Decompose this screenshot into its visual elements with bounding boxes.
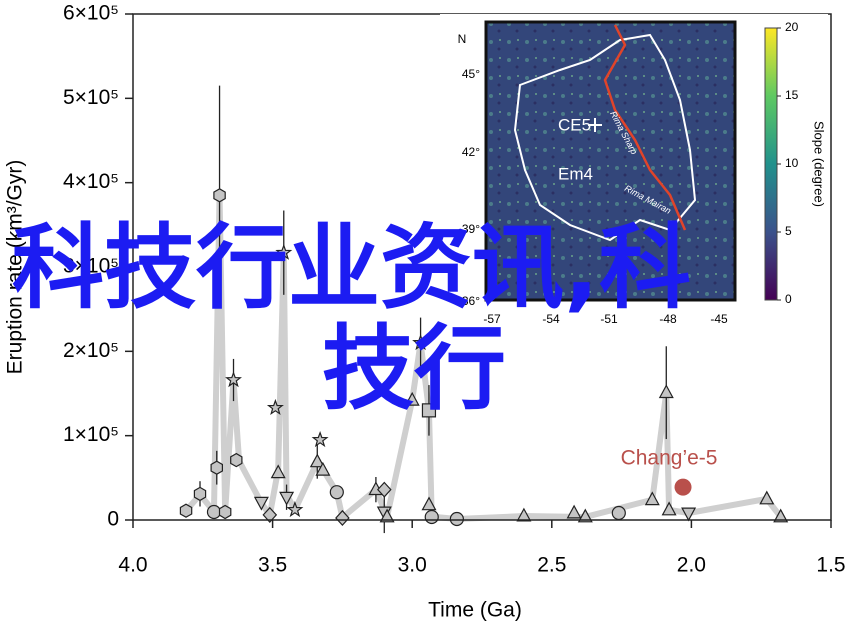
data-point bbox=[270, 464, 286, 479]
colorbar-tick-label: 0 bbox=[785, 292, 792, 306]
basin-outline bbox=[513, 33, 697, 242]
y-tick-label: 0 bbox=[107, 508, 119, 531]
north-label: N bbox=[458, 32, 467, 46]
lon-label: -51 bbox=[600, 312, 618, 326]
y-axis-label: Eruption rate (km³/Gyr) bbox=[4, 160, 27, 375]
site-cross bbox=[588, 118, 602, 132]
lat-label: 39° bbox=[462, 222, 480, 236]
data-point bbox=[681, 507, 697, 522]
data-point bbox=[379, 508, 395, 523]
lon-label: -48 bbox=[659, 312, 677, 326]
data-point bbox=[309, 453, 325, 468]
data-point bbox=[275, 243, 293, 260]
colorbar-tick-label: 20 bbox=[785, 20, 799, 34]
trend-line bbox=[183, 192, 784, 522]
data-point bbox=[644, 491, 660, 506]
colorbar-label: Slope (degree) bbox=[812, 121, 827, 207]
data-point bbox=[658, 384, 674, 399]
data-point bbox=[315, 461, 331, 476]
data-point bbox=[262, 506, 278, 523]
x-tick-label: 3.0 bbox=[398, 554, 427, 577]
data-point bbox=[286, 500, 304, 518]
colorbar-tick-label: 10 bbox=[785, 156, 799, 170]
colorbar bbox=[764, 27, 778, 301]
rille-line bbox=[603, 24, 687, 231]
x-tick-label: 4.0 bbox=[118, 554, 147, 577]
lon-label: -45 bbox=[710, 312, 728, 326]
x-tick-label: 3.5 bbox=[258, 554, 287, 577]
colorbar-tick-label: 5 bbox=[785, 224, 792, 238]
y-tick-label: 2×10⁵ bbox=[63, 339, 119, 362]
y-tick-label: 5×10⁵ bbox=[63, 86, 119, 109]
x-tick-label: 2.0 bbox=[677, 554, 706, 577]
data-point bbox=[179, 503, 193, 518]
lat-label: 45° bbox=[462, 67, 480, 81]
lat-label: 42° bbox=[462, 145, 480, 159]
highlight-point bbox=[674, 478, 692, 496]
data-point bbox=[424, 509, 439, 525]
data-point bbox=[412, 334, 430, 351]
data-point bbox=[421, 403, 437, 418]
data-point bbox=[611, 505, 626, 521]
inset-map: CE5 Em4 Rima Sharp Rima Mairan N Slope (… bbox=[440, 14, 828, 332]
x-tick-label: 2.5 bbox=[537, 554, 566, 577]
data-point bbox=[206, 504, 222, 520]
data-point bbox=[449, 511, 464, 527]
overlay-text: 科技行业资讯,科 bbox=[12, 214, 691, 321]
data-point bbox=[421, 496, 437, 511]
data-point bbox=[661, 501, 677, 516]
lon-label: -54 bbox=[542, 312, 560, 326]
data-point bbox=[376, 481, 392, 498]
y-tick-label: 1×10⁵ bbox=[63, 423, 119, 446]
data-point bbox=[335, 509, 350, 526]
x-tick-label: 1.5 bbox=[816, 554, 845, 577]
data-point bbox=[329, 485, 344, 500]
data-point bbox=[253, 496, 269, 511]
overlay-text: 技行 bbox=[322, 315, 506, 422]
data-point bbox=[230, 452, 243, 468]
data-point bbox=[266, 398, 284, 416]
x-axis-label: Time (Ga) bbox=[428, 599, 522, 622]
lon-label: -57 bbox=[483, 312, 501, 326]
data-point bbox=[210, 460, 223, 475]
data-point bbox=[773, 508, 789, 523]
data-point bbox=[213, 188, 226, 203]
colorbar-tick-label: 15 bbox=[785, 88, 799, 102]
data-point bbox=[577, 508, 593, 523]
data-point bbox=[311, 430, 329, 448]
highlight-label: Chang’e-5 bbox=[621, 447, 718, 470]
site-label: CE5 bbox=[558, 115, 591, 134]
data-point bbox=[279, 491, 295, 506]
plot-area: 4.0 3.5 3.0 2.5 2.0 1.5 0 1×10⁵ 2×10⁵ 3×10⁵ 4×10⁵ 5… bbox=[63, 2, 846, 577]
site-label: Em4 bbox=[558, 164, 593, 183]
y-tick-label: 3×10⁵ bbox=[63, 255, 119, 278]
data-point bbox=[516, 507, 532, 522]
data-point bbox=[218, 504, 232, 520]
data-point bbox=[404, 391, 420, 406]
data-point bbox=[759, 490, 775, 505]
y-tick-label: 4×10⁵ bbox=[63, 170, 119, 193]
data-point bbox=[225, 371, 242, 388]
lat-label: 36° bbox=[462, 294, 480, 308]
data-point bbox=[566, 504, 582, 519]
y-tick-label: 6×10⁵ bbox=[63, 2, 119, 25]
data-point bbox=[193, 486, 207, 502]
